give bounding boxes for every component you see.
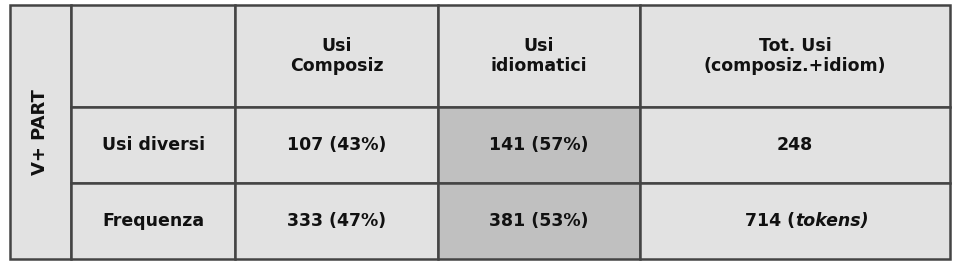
Bar <box>438 5 640 107</box>
Text: Usi
idiomatici: Usi idiomatici <box>491 37 588 75</box>
Bar <box>71 107 235 183</box>
Bar <box>438 107 640 183</box>
Text: V+ PART: V+ PART <box>31 89 49 175</box>
Text: 141 (57%): 141 (57%) <box>489 136 588 154</box>
Text: 333 (47%): 333 (47%) <box>287 212 386 230</box>
Bar <box>10 5 71 259</box>
Text: Frequenza: Frequenza <box>102 212 204 230</box>
Text: Tot. Usi
(composiz.+idiom): Tot. Usi (composiz.+idiom) <box>704 37 886 75</box>
Text: 248: 248 <box>777 136 813 154</box>
Bar <box>235 107 438 183</box>
Text: tokens): tokens) <box>795 212 869 230</box>
Bar <box>640 107 950 183</box>
Bar <box>438 183 640 259</box>
Text: Usi diversi: Usi diversi <box>102 136 204 154</box>
Bar <box>71 5 235 107</box>
Bar <box>71 183 235 259</box>
Text: 381 (53%): 381 (53%) <box>489 212 588 230</box>
Bar <box>640 183 950 259</box>
Bar <box>235 183 438 259</box>
Text: 714 (: 714 ( <box>745 212 795 230</box>
Text: 107 (43%): 107 (43%) <box>287 136 386 154</box>
Text: Usi
Composiz: Usi Composiz <box>290 37 383 75</box>
Bar <box>640 5 950 107</box>
Bar <box>235 5 438 107</box>
